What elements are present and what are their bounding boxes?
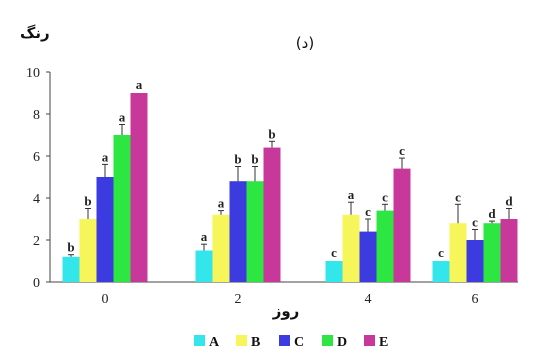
significance-letter: a <box>102 149 109 164</box>
bar-A-0 <box>63 257 80 282</box>
significance-letter: a <box>119 110 126 125</box>
significance-letter: b <box>234 152 241 167</box>
bar-C-2 <box>230 181 247 282</box>
significance-letter: c <box>382 189 388 204</box>
y-tick-label: 10 <box>26 66 40 81</box>
significance-letter: a <box>136 77 143 92</box>
bar-A-4 <box>326 261 343 282</box>
significance-letter: c <box>331 245 337 260</box>
bar-A-6 <box>433 261 450 282</box>
bar-E-2 <box>264 148 281 282</box>
significance-letter: c <box>455 189 461 204</box>
significance-letter: a <box>218 196 225 211</box>
y-tick-label: 6 <box>33 150 40 165</box>
significance-letter: d <box>505 194 513 209</box>
significance-letter: a <box>201 229 208 244</box>
bar-D-0 <box>114 135 131 282</box>
y-tick-label: 0 <box>33 276 40 291</box>
bar-C-0 <box>97 177 114 282</box>
significance-letter: c <box>438 245 444 260</box>
legend-label-A: A <box>209 335 220 350</box>
x-tick-label: 4 <box>365 292 372 307</box>
bar-B-4 <box>343 215 360 282</box>
legend-label-B: B <box>251 335 260 350</box>
significance-letter: c <box>472 215 478 230</box>
legend-swatch-B <box>236 335 247 346</box>
bar-B-2 <box>213 215 230 282</box>
x-tick-label: 0 <box>102 292 109 307</box>
y-axis-label: رنگ <box>20 24 50 42</box>
chart-title: (د) <box>296 34 314 52</box>
y-tick-label: 8 <box>33 108 40 123</box>
legend-label-C: C <box>294 335 304 350</box>
bar-C-6 <box>467 240 484 282</box>
legend-swatch-C <box>279 335 290 346</box>
legend: A B C D E <box>194 335 388 350</box>
significance-letter: c <box>365 204 371 219</box>
y-tick-label: 4 <box>33 192 40 207</box>
bar-E-0 <box>131 93 148 282</box>
significance-letter: a <box>348 187 355 202</box>
y-ticks: 0 2 4 6 8 10 <box>26 66 50 291</box>
significance-letter: b <box>84 194 91 209</box>
x-tick-label: 2 <box>235 292 242 307</box>
significance-letter: b <box>251 152 258 167</box>
x-axis-label: روز <box>272 302 300 320</box>
bar-D-6 <box>484 223 501 282</box>
legend-label-D: D <box>337 335 347 350</box>
legend-swatch-A <box>194 335 205 346</box>
legend-swatch-D <box>322 335 333 346</box>
significance-letter: b <box>67 240 74 255</box>
x-tick-label: 6 <box>472 292 479 307</box>
bar-E-4 <box>394 169 411 282</box>
legend-swatch-E <box>364 335 375 346</box>
significance-letter: c <box>399 143 405 158</box>
y-tick-label: 2 <box>33 234 40 249</box>
bar-D-4 <box>377 211 394 282</box>
bar-C-4 <box>360 232 377 282</box>
bar-B-6 <box>450 223 467 282</box>
bar-D-2 <box>247 181 264 282</box>
legend-label-E: E <box>379 335 388 350</box>
significance-letter: d <box>488 206 496 221</box>
bar-B-0 <box>80 219 97 282</box>
bar-E-6 <box>501 219 518 282</box>
bar-A-2 <box>196 251 213 283</box>
significance-letter: b <box>268 126 275 141</box>
